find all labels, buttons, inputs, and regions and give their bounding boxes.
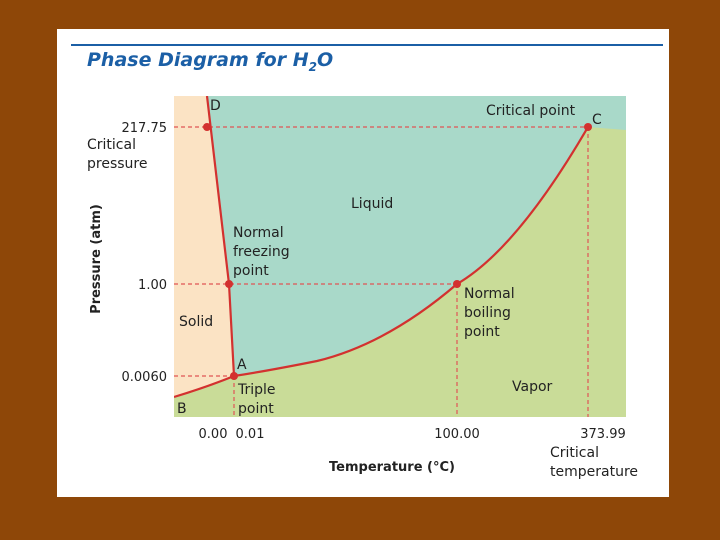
point-label-d: D [210,98,221,114]
boiling-label-line3: point [464,324,500,340]
normal-freezing-point-marker [225,280,233,288]
diagram-title: Phase Diagram for H2O [87,49,333,74]
liquid-region-label: Liquid [351,196,393,212]
point-label-c: C [592,112,602,128]
solid-liquid-curve [205,96,236,377]
normal-boiling-point-marker [453,280,461,288]
title-subscript: 2 [308,59,317,74]
x-tick-0-01: 0.01 [236,427,265,442]
y-tick-1-00: 1.00 [138,278,167,293]
freezing-label-line3: point [233,263,269,279]
boiling-label-line1: Normal [464,286,515,302]
x-tick-0-00: 0.00 [199,427,228,442]
freezing-label-line2: freezing [233,244,290,260]
point-label-a: A [237,357,247,373]
y-tick-217-75: 217.75 [122,121,168,136]
slide-card: Phase Diagram for H2O [57,29,669,497]
critical-temperature-line1: Critical [550,445,599,461]
y-axis-title: Pressure (atm) [89,204,104,314]
solid-vapor-curve [174,374,235,399]
phase-curves [174,96,589,399]
boiling-label-line2: boiling [464,305,511,321]
critical-pressure-line1: Critical [87,137,136,153]
title-text: Phase Diagram for H [87,49,309,71]
critical-point-marker [584,123,592,131]
liquid-region [207,96,626,376]
guide-lines [174,126,589,417]
triple-point-marker [230,372,238,380]
point-label-b: B [177,401,187,417]
phase-diagram: 217.75 1.00 0.0060 0.00 0.01 100.00 373.… [87,96,638,480]
plot-area [174,96,626,417]
x-tick-373-99: 373.99 [580,427,626,442]
triple-label-line2: point [238,401,274,417]
vapor-region-label: Vapor [512,379,553,395]
solid-region-label: Solid [179,314,213,330]
title-tail: O [316,49,334,71]
triple-label-line1: Triple [237,382,276,398]
critical-point-label: Critical point [486,103,576,119]
freezing-label-line1: Normal [233,225,284,241]
critical-pressure-line2: pressure [87,156,147,172]
critical-temperature-line2: temperature [550,464,638,480]
y-tick-0-0060: 0.0060 [122,370,168,385]
critical-pressure-solid-point [203,123,211,131]
x-axis-title: Temperature (°C) [329,460,455,475]
x-tick-100-00: 100.00 [434,427,480,442]
title-rule [71,44,663,46]
liquid-vapor-curve [233,126,589,378]
solid-region [174,96,234,397]
